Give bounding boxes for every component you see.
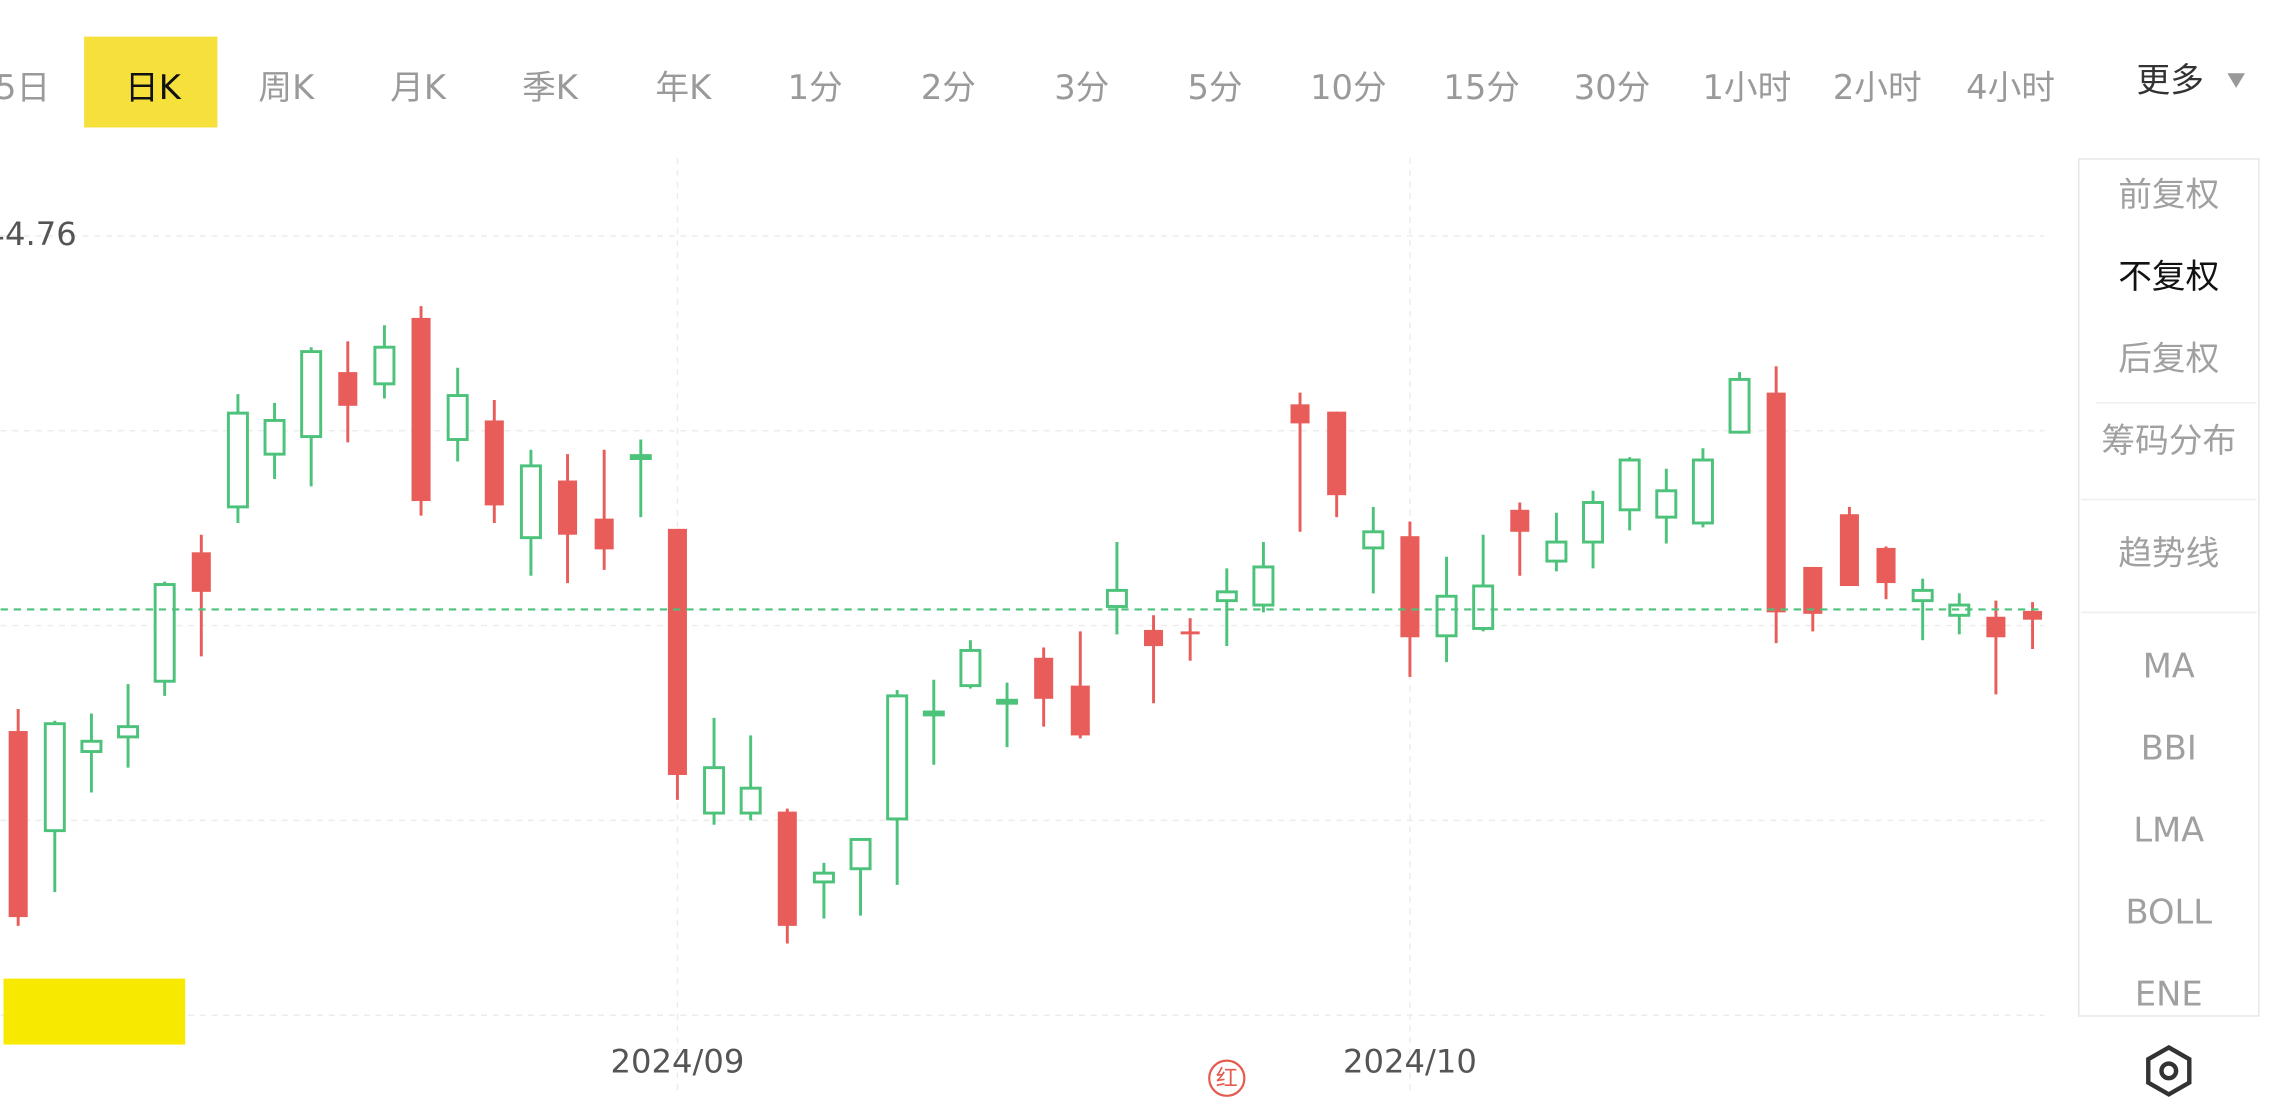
tab[interactable]: 年K bbox=[655, 68, 712, 107]
candle-body bbox=[667, 528, 687, 775]
candle-body bbox=[1327, 411, 1347, 496]
candle-body bbox=[1144, 629, 1164, 647]
redaction-box bbox=[3, 978, 186, 1045]
candle-body bbox=[300, 350, 323, 439]
candle-body bbox=[1435, 594, 1458, 638]
x-tick-label: 2024/09 bbox=[610, 1043, 744, 1081]
color-mode-icon[interactable]: 红 bbox=[1216, 1067, 1238, 1092]
candle-body bbox=[484, 420, 504, 506]
candle-body bbox=[8, 731, 28, 918]
candle-body bbox=[519, 464, 542, 540]
candle-body bbox=[373, 345, 396, 386]
side-menu-item[interactable]: 不复权 bbox=[2118, 257, 2219, 296]
candle-body bbox=[1290, 404, 1310, 424]
side-menu-item[interactable]: MA bbox=[2143, 647, 2195, 686]
candle-body bbox=[922, 710, 945, 717]
candle-body bbox=[1400, 536, 1420, 638]
tab[interactable]: 月K bbox=[390, 68, 447, 107]
candle-body bbox=[411, 317, 431, 502]
candle-body bbox=[594, 518, 614, 550]
candle-body bbox=[1766, 392, 1786, 613]
side-menu-item[interactable]: 后复权 bbox=[2118, 339, 2219, 378]
tab[interactable]: 日K bbox=[125, 68, 182, 107]
more-arrow bbox=[2227, 73, 2245, 88]
candle-body bbox=[117, 725, 140, 739]
x-tick-label: 2024/10 bbox=[1343, 1043, 1477, 1081]
side-panel bbox=[2077, 158, 2260, 1017]
candle-body bbox=[703, 766, 726, 815]
candle-body bbox=[1252, 565, 1275, 607]
candle-body bbox=[1803, 566, 1823, 614]
candle-body bbox=[338, 372, 358, 406]
candle-body bbox=[1510, 509, 1530, 532]
candle-body bbox=[849, 837, 872, 871]
candle-body bbox=[191, 552, 211, 592]
candle-body bbox=[1839, 514, 1859, 586]
candle-body bbox=[1034, 657, 1054, 699]
more-button[interactable]: 更多 bbox=[2137, 61, 2204, 100]
candle-body bbox=[1691, 458, 1714, 525]
side-menu-item[interactable]: ENE bbox=[2135, 975, 2203, 1014]
side-menu-item[interactable]: LMA bbox=[2133, 811, 2204, 850]
candle-body bbox=[2023, 610, 2043, 620]
candle-body bbox=[153, 583, 176, 683]
candle-body bbox=[1655, 489, 1678, 519]
chart: 44.76 2024/09 2024/10 bbox=[0, 158, 2045, 1092]
candle-body bbox=[1582, 501, 1605, 544]
tab[interactable]: 15分 bbox=[1443, 68, 1520, 107]
settings-icon[interactable] bbox=[2146, 1044, 2192, 1097]
candle-body bbox=[1986, 616, 2006, 638]
tab[interactable]: 2小时 bbox=[1833, 68, 1922, 107]
color-mode-ring[interactable] bbox=[1208, 1059, 1246, 1097]
tab[interactable]: 2分 bbox=[921, 68, 976, 107]
tab[interactable]: 5分 bbox=[1188, 68, 1243, 107]
candle-body bbox=[1911, 588, 1934, 603]
candle-body bbox=[558, 480, 578, 535]
candle-body bbox=[739, 786, 762, 815]
candle-body bbox=[996, 698, 1019, 705]
candle-body bbox=[629, 454, 652, 461]
tab[interactable]: 30分 bbox=[1574, 68, 1651, 107]
side-menu-item[interactable]: 前复权 bbox=[2118, 175, 2219, 214]
candle-body bbox=[886, 694, 909, 821]
candle-body bbox=[80, 739, 103, 754]
candle-body bbox=[1215, 590, 1238, 603]
tab[interactable]: 1小时 bbox=[1702, 68, 1791, 107]
y-tick-label: 44.76 bbox=[0, 215, 77, 253]
tab[interactable]: 季K bbox=[522, 68, 579, 107]
candle-body bbox=[1472, 584, 1495, 630]
candle-body bbox=[1105, 588, 1128, 608]
tab[interactable]: 4小时 bbox=[1966, 68, 2055, 107]
candle-body bbox=[1362, 530, 1385, 550]
candle-body bbox=[263, 418, 286, 456]
candle-body bbox=[43, 722, 66, 833]
candle-body bbox=[1180, 631, 1200, 635]
tab[interactable]: 5日 bbox=[0, 68, 50, 107]
side-menu-item[interactable]: 趋势线 bbox=[2118, 534, 2219, 573]
tab[interactable]: 1分 bbox=[788, 68, 843, 107]
candle-body bbox=[446, 394, 469, 441]
active-tab-highlight bbox=[84, 36, 218, 128]
tab[interactable]: 10分 bbox=[1310, 68, 1387, 107]
candle-body bbox=[1876, 547, 1896, 584]
tab[interactable]: 3分 bbox=[1054, 68, 1109, 107]
candle-body bbox=[226, 411, 249, 509]
candle-body bbox=[812, 871, 835, 884]
candle-body bbox=[1070, 685, 1090, 736]
side-menu-item[interactable]: BBI bbox=[2141, 729, 2197, 768]
candle-body bbox=[777, 811, 797, 926]
candle-body bbox=[1545, 540, 1568, 563]
tab[interactable]: 周K bbox=[258, 68, 315, 107]
side-menu-item[interactable]: 筹码分布 bbox=[2101, 421, 2236, 460]
candle-body bbox=[959, 648, 982, 688]
candle-body bbox=[1618, 458, 1641, 512]
candle-body bbox=[1728, 377, 1751, 434]
side-menu-item[interactable]: BOLL bbox=[2125, 893, 2212, 932]
